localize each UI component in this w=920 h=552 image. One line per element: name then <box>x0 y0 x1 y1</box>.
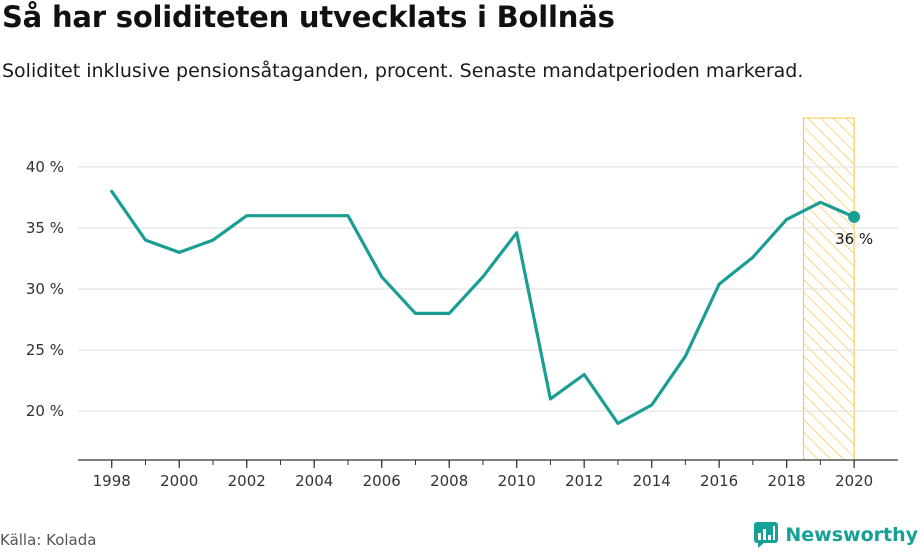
endpoint-value-label: 36 % <box>835 230 873 248</box>
x-tick-label: 2018 <box>768 472 806 490</box>
x-tick-label: 2000 <box>160 472 198 490</box>
x-tick-label: 2006 <box>363 472 401 490</box>
brand-name: Newsworthy <box>785 524 918 546</box>
x-tick-label: 2012 <box>565 472 603 490</box>
y-tick-label: 20 % <box>26 402 64 420</box>
line-chart: 20 % 25 % 30 % 35 % 40 % 1998 2000 2002 2004 200… <box>26 117 898 490</box>
chart-subtitle: Soliditet inklusive pensionsåtaganden, p… <box>2 60 804 82</box>
y-tick-label: 30 % <box>26 280 64 298</box>
newsworthy-brand[interactable]: Newsworthy <box>753 520 918 550</box>
x-tick-label: 2002 <box>228 472 266 490</box>
x-tick-label: 2010 <box>498 472 536 490</box>
chart-title: Så har soliditeten utvecklats i Bollnäs <box>2 0 615 34</box>
endpoint-marker <box>848 210 861 223</box>
x-tick-label: 2016 <box>700 472 738 490</box>
source-note: Källa: Kolada <box>0 531 97 549</box>
x-tick-label: 2004 <box>295 472 333 490</box>
x-tick-label: 2020 <box>835 472 873 490</box>
y-tick-label: 40 % <box>26 158 64 176</box>
y-tick-label: 35 % <box>26 219 64 237</box>
newsworthy-logo-icon <box>754 522 779 548</box>
x-tick-label: 2008 <box>430 472 468 490</box>
y-tick-label: 25 % <box>26 341 64 359</box>
x-tick-label: 1998 <box>93 472 131 490</box>
series-line <box>110 189 856 425</box>
x-tick-label: 2014 <box>633 472 671 490</box>
